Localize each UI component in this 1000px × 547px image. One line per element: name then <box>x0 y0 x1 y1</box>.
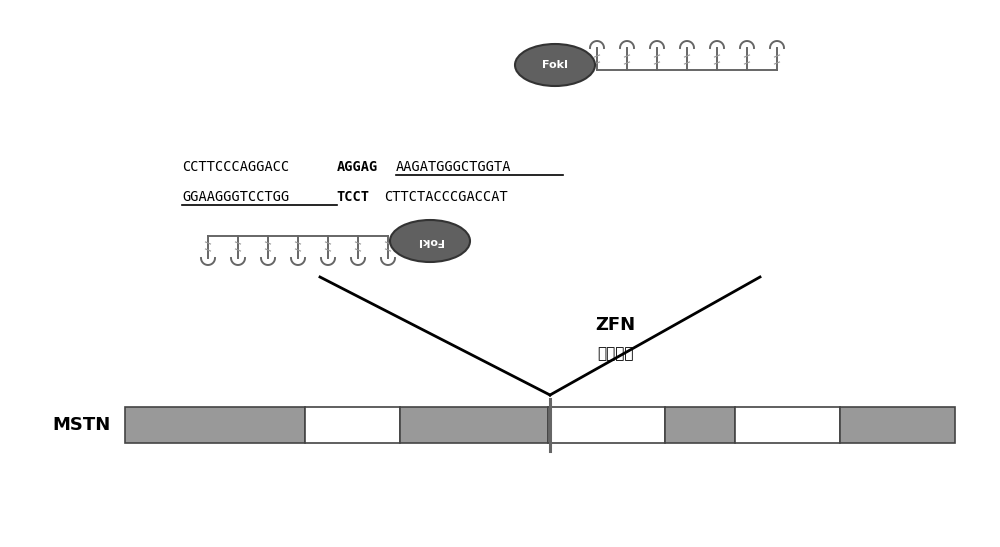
Text: AAGATGGGCTGGTA: AAGATGGGCTGGTA <box>396 160 512 174</box>
Bar <box>840 407 955 443</box>
Text: FokI: FokI <box>417 236 443 246</box>
Text: AGGAG: AGGAG <box>337 160 378 174</box>
Bar <box>125 407 305 443</box>
Bar <box>305 407 400 443</box>
Text: FokI: FokI <box>542 60 568 70</box>
Text: GGAAGGGTCCTGG: GGAAGGGTCCTGG <box>182 190 289 204</box>
Bar <box>548 407 665 443</box>
Bar <box>400 407 548 443</box>
Ellipse shape <box>390 220 470 262</box>
Bar <box>665 407 735 443</box>
Text: CCTTCCCAGGACC: CCTTCCCAGGACC <box>182 160 289 174</box>
Text: ZFN: ZFN <box>595 316 635 334</box>
Text: MSTN: MSTN <box>53 416 111 434</box>
Ellipse shape <box>515 44 595 86</box>
Bar <box>735 407 840 443</box>
Text: 敞除位点: 敞除位点 <box>597 346 633 362</box>
Text: TCCT: TCCT <box>337 190 370 204</box>
Text: CTTCTACCCGACCAT: CTTCTACCCGACCAT <box>384 190 508 204</box>
